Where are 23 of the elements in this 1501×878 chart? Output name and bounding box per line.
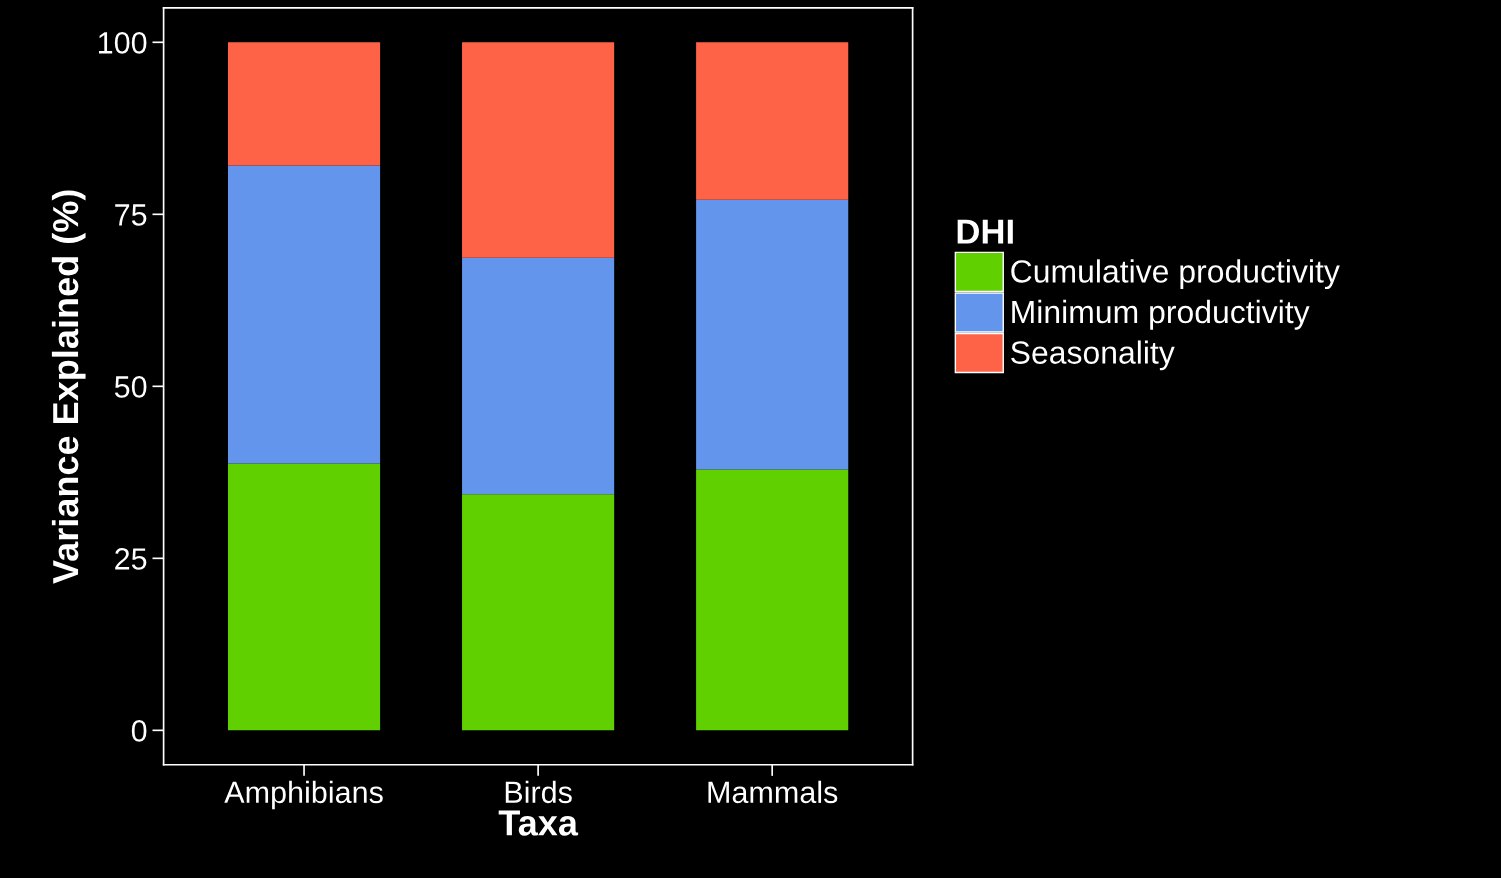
bar	[227, 165, 381, 464]
y-tick-label: 50	[114, 376, 147, 398]
bar	[227, 463, 381, 731]
legend-label: Seasonality	[1011, 340, 1175, 371]
x-tick-label: Birds	[505, 780, 572, 804]
bar	[696, 199, 849, 470]
y-tick-label: 75	[115, 204, 147, 226]
x-axis-title: Taxa	[498, 810, 579, 836]
legend-label: Cumulative productivity	[1011, 259, 1340, 290]
legend-title: DHI	[957, 219, 1013, 244]
bar	[462, 257, 615, 495]
bar	[462, 42, 615, 258]
legend-label: Minimum productivity	[1012, 299, 1310, 330]
x-tick-label: Amphibians	[224, 780, 383, 810]
bar	[462, 494, 615, 731]
y-axis-title: Variance Explained (%)	[51, 190, 86, 584]
bar	[227, 42, 381, 166]
bar	[696, 469, 849, 731]
y-tick-label: 100	[98, 32, 147, 54]
x-tick-label: Mammals	[708, 780, 838, 804]
bar	[696, 42, 849, 200]
y-tick-label: 25	[115, 548, 147, 570]
y-tick-label: 0	[131, 720, 147, 742]
